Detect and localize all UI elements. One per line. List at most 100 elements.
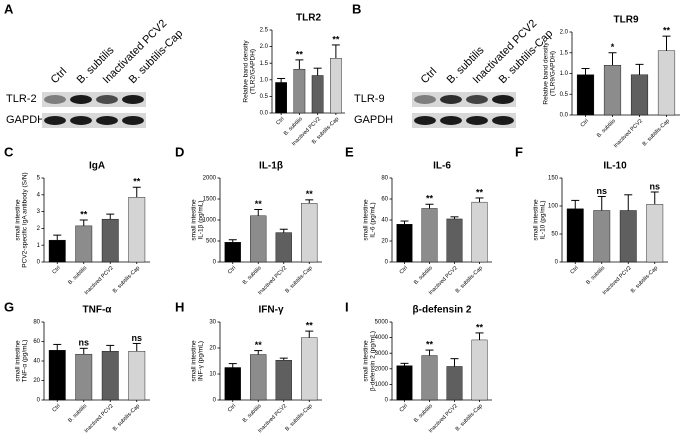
y-tick-label: 60 [33,339,40,345]
bar [75,225,93,263]
bar [566,208,584,263]
chart-title: TNF-α [83,305,113,316]
x-tick-label: B. subtilis-Cap [455,265,484,294]
bar [250,354,267,401]
y-axis-label: small intestine [15,199,22,241]
x-tick-label: B. subtilis-Cap [112,265,141,294]
panel-label: D [175,144,184,159]
significance: ** [296,49,304,59]
x-tick-label: B. subtilis [67,403,88,424]
bar [619,210,637,263]
y-axis-label: β-defensin 2 (pg/mL) [370,331,377,391]
y-tick-label: 0 [37,260,41,266]
blot-band [96,116,118,125]
bar [603,64,622,116]
bar [421,208,438,263]
y-tick-label: 1000 [203,218,217,224]
x-tick-label: Ctrl [569,265,579,275]
y-tick-label: 1.5 [260,61,269,67]
chart-title: IL-1β [259,161,283,172]
bar [275,82,287,114]
significance: * [611,42,615,52]
significance: ** [476,187,484,197]
blot-band [414,95,436,104]
y-axis-label: small intestine [191,199,198,241]
panel-label: B [352,1,361,16]
bar [275,360,292,401]
bar [250,215,267,263]
bar [301,337,318,401]
y-tick-label: 1 [37,243,41,249]
blot-band [492,116,514,125]
bar [630,74,649,116]
y-tick-label: 20 [33,378,40,384]
y-tick-label: 50 [551,232,558,238]
panel-label: G [4,299,14,314]
significance: ** [306,189,314,199]
blot-strip [42,113,146,128]
blot-band [44,116,66,125]
bar [75,353,93,401]
bar [396,365,413,401]
x-tick-label: B. subtilis-Cap [284,403,313,432]
y-tick-label: 0.0 [260,111,269,117]
bar [657,50,676,116]
panel-label: F [515,144,523,159]
bar [311,75,324,114]
y-tick-label: 30 [209,320,216,326]
y-axis-label: IL-1β (pg/mL) [198,200,205,239]
significance: ns [131,333,142,343]
bar [471,339,488,401]
y-axis-label: TNF-α (pg/mL) [22,340,29,383]
bar [275,232,292,263]
y-axis-label: IL-6 (pg/mL) [370,202,377,237]
y-tick-label: 1.0 [260,77,269,83]
y-tick-label: 2.0 [260,44,269,50]
y-tick-label: 4 [37,192,41,198]
blot-strip [412,113,516,128]
blot-band [466,95,488,104]
blot-band [44,95,66,104]
significance: ** [476,322,484,332]
x-tick-label: B. subtilis-Cap [630,265,659,294]
y-tick-label: 4000 [375,335,389,341]
y-tick-label: 1500 [203,197,217,203]
x-tick-label: Inactived PCV2 [84,265,115,296]
bar [48,350,66,401]
row-label: TLR-9 [354,93,385,105]
x-tick-label: B. subtilis [242,403,263,424]
y-tick-label: 5000 [375,320,389,326]
x-tick-label: B. subtilis [596,118,617,139]
bar [224,242,241,263]
y-axis-label: small intestine [191,340,198,382]
y-tick-label: 20 [381,239,388,245]
row-label: GAPDH [6,114,45,126]
y-tick-label: 1.0 [560,71,569,77]
x-tick-label: Inactived PCV2 [602,265,633,296]
y-axis-label: (TLR2/GAPDH) [250,49,257,94]
y-tick-label: 500 [206,239,217,245]
blot-strip [42,92,146,107]
panel-label: A [4,1,14,16]
significance: ns [649,181,660,191]
x-tick-label: Inactived PCV2 [84,403,115,434]
bar [330,58,342,114]
lane-label: Ctrl [419,66,440,87]
y-axis-label: small intestine [363,340,370,382]
chart-title: IL-6 [433,161,451,172]
blot-band [414,116,436,125]
panel-label: H [175,299,184,314]
chart-title: TLR2 [296,13,321,24]
bar [471,201,488,263]
panel-label: C [4,144,14,159]
bar [396,223,413,263]
bar [293,68,306,114]
blot-band [492,95,514,104]
y-tick-label: 0 [385,260,389,266]
blot-band [122,116,144,125]
y-tick-label: 2.0 [560,30,569,36]
significance: ** [332,34,340,44]
y-axis-label: small intestine [15,340,22,382]
y-axis-label: small intestine [533,199,540,241]
